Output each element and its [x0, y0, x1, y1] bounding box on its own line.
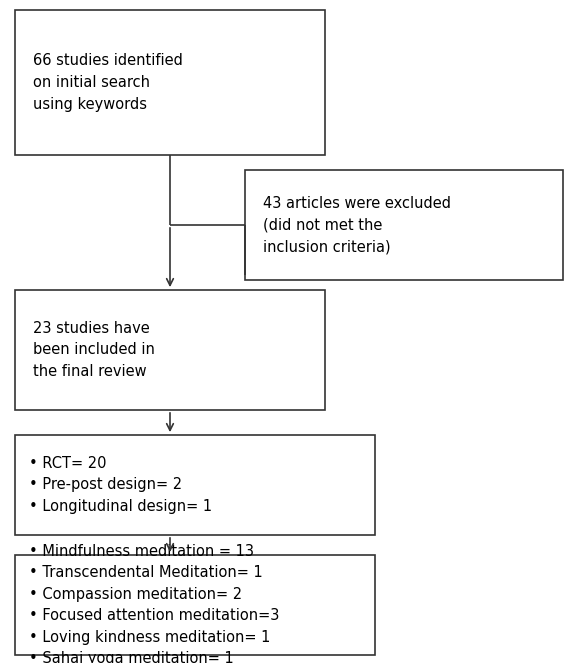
Text: • Mindfulness meditation = 13
• Transcendental Meditation= 1
• Compassion medita: • Mindfulness meditation = 13 • Transcen…	[29, 544, 279, 663]
Text: 43 articles were excluded
(did not met the
inclusion criteria): 43 articles were excluded (did not met t…	[263, 196, 451, 254]
Text: • RCT= 20
• Pre-post design= 2
• Longitudinal design= 1: • RCT= 20 • Pre-post design= 2 • Longitu…	[29, 456, 212, 514]
Bar	[15, 290, 325, 410]
Text: 23 studies have
been included in
the final review: 23 studies have been included in the fin…	[33, 321, 155, 379]
Bar	[245, 170, 563, 280]
Bar	[15, 555, 375, 655]
Bar	[15, 435, 375, 535]
Text: 66 studies identified
on initial search
using keywords: 66 studies identified on initial search …	[33, 54, 183, 111]
Bar	[15, 10, 325, 155]
